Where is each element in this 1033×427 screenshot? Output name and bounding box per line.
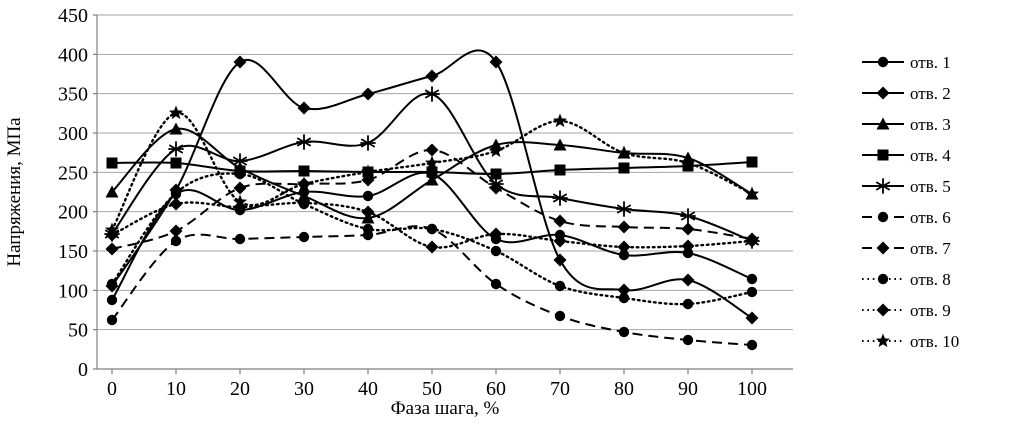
x-tick-label-40: 40 <box>358 378 378 400</box>
x-tick-label-10: 10 <box>166 378 186 400</box>
y-tick-label-0: 0 <box>78 359 88 381</box>
series-line-1 <box>111 171 753 301</box>
x-tick-label-50: 50 <box>422 378 442 400</box>
x-tick-label-30: 30 <box>294 378 314 400</box>
legend-label: отв. 1 <box>910 53 951 72</box>
x-axis-title: Фаза шага, % <box>391 398 500 419</box>
series-9 <box>105 196 759 254</box>
y-tick-label-150: 150 <box>58 241 88 263</box>
legend-item-9: отв. 9 <box>862 301 951 320</box>
legend-item-5: отв. 5 <box>862 177 951 196</box>
y-tick-label-450: 450 <box>58 5 88 27</box>
y-tick-label-100: 100 <box>58 280 88 302</box>
series-line-9 <box>110 201 754 249</box>
x-tick-label-90: 90 <box>678 378 698 400</box>
series-line-10 <box>110 111 754 232</box>
legend-label: отв. 4 <box>910 146 951 165</box>
legend-label: отв. 9 <box>910 301 951 320</box>
legend-item-4: отв. 4 <box>862 146 951 165</box>
legend-item-6: отв. 6 <box>862 208 951 227</box>
y-axis-title: Напряжения, МПа <box>4 117 25 267</box>
x-tick-label-70: 70 <box>550 378 570 400</box>
legend-label: отв. 3 <box>910 115 951 134</box>
legend-label: отв. 8 <box>910 270 951 289</box>
legend-label: отв. 10 <box>910 332 959 351</box>
x-tick-label-20: 20 <box>230 378 250 400</box>
legend-item-7: отв. 7 <box>862 239 951 258</box>
legend: отв. 1 отв. 2 отв. 3 отв. 4 отв. 5 отв. 6 отв.… <box>862 53 959 351</box>
y-tick-label-300: 300 <box>58 123 88 145</box>
series-10 <box>104 105 760 237</box>
legend-item-1: отв. 1 <box>862 53 951 72</box>
legend-item-3: отв. 3 <box>862 115 951 134</box>
data-series <box>104 49 760 351</box>
y-tick-label-350: 350 <box>58 84 88 106</box>
y-tick-label-200: 200 <box>58 202 88 224</box>
legend-item-8: отв. 8 <box>862 270 951 289</box>
legend-item-2: отв. 2 <box>862 84 951 103</box>
tick-labels: 0 50 100 150 200 250 300 350 400 450 0 10 20 30 40 50 60… <box>58 5 767 400</box>
x-tick-label-60: 60 <box>486 378 506 400</box>
legend-label: отв. 5 <box>910 177 951 196</box>
x-tick-label-0: 0 <box>107 378 117 400</box>
y-tick-label-250: 250 <box>58 162 88 184</box>
legend-item-10: отв. 10 <box>862 332 959 351</box>
legend-label: отв. 6 <box>910 208 951 227</box>
series-1 <box>106 168 758 306</box>
x-tick-label-80: 80 <box>614 378 634 400</box>
y-tick-label-400: 400 <box>58 44 88 66</box>
x-tick-label-100: 100 <box>737 378 767 400</box>
axes <box>93 14 793 374</box>
legend-label: отв. 7 <box>910 239 951 258</box>
series-8 <box>106 168 758 310</box>
legend-label: отв. 2 <box>910 84 951 103</box>
y-tick-label-50: 50 <box>68 320 88 342</box>
